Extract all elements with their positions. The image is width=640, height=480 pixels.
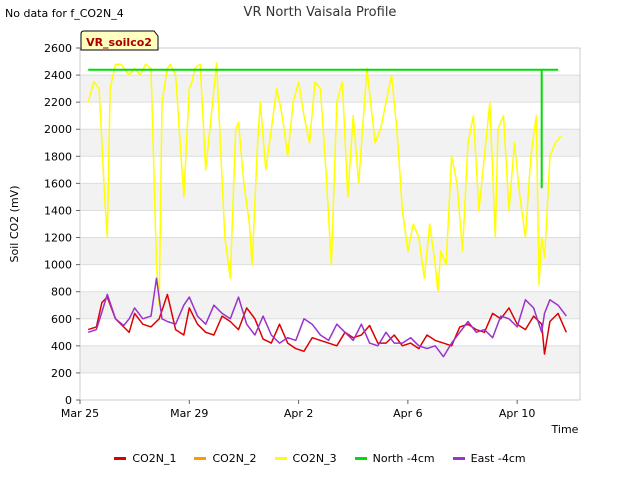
- legend-item: CO2N_2: [194, 452, 257, 465]
- y-axis-label: Soil CO2 (mV): [8, 186, 21, 263]
- legend-label: North -4cm: [372, 452, 435, 465]
- y-axis: 0 200 400 600 800 1000 1200 1400 1600 1800 2000 220…: [44, 42, 80, 407]
- y-tick-label: 2000: [44, 123, 72, 136]
- legend-item: CO2N_3: [274, 452, 337, 465]
- y-tick-label: 1800: [44, 150, 72, 163]
- grid-band: [80, 291, 580, 319]
- y-tick-label: 1600: [44, 177, 72, 190]
- y-tick-label: 200: [51, 367, 72, 380]
- x-tick-label: Apr 2: [284, 407, 314, 420]
- y-tick-label: 0: [65, 394, 72, 407]
- x-tick-label: Apr 6: [393, 407, 423, 420]
- legend-swatch: [354, 457, 367, 460]
- y-tick-label: 2200: [44, 96, 72, 109]
- y-tick-label: 1000: [44, 259, 72, 272]
- y-tick-label: 1400: [44, 204, 72, 217]
- legend-swatch: [114, 457, 127, 460]
- chart-title: VR North Vaisala Profile: [244, 5, 397, 20]
- legend-label: CO2N_3: [292, 452, 337, 465]
- legend-label: CO2N_1: [132, 452, 177, 465]
- y-tick-label: 400: [51, 340, 72, 353]
- legend-swatch: [194, 457, 207, 460]
- series-line-north-4cm: [88, 68, 559, 189]
- y-tick-label: 800: [51, 286, 72, 299]
- legend-item: East -4cm: [452, 452, 526, 465]
- series-line-co2n-3: [87, 62, 562, 306]
- grid-band: [80, 345, 580, 373]
- plot-frame: [79, 47, 581, 401]
- legend-swatch: [452, 457, 465, 460]
- y-tick-label: 2600: [44, 42, 72, 55]
- x-tick-label: Mar 29: [170, 407, 208, 420]
- legend-label: CO2N_2: [212, 452, 257, 465]
- y-tick-label: 1200: [44, 232, 72, 245]
- grid-band: [80, 75, 580, 103]
- legend: CO2N_1 CO2N_2 CO2N_3 North -4cm East -4cm: [0, 452, 640, 465]
- legend-item: North -4cm: [354, 452, 435, 465]
- site-label: VR_soilco2: [86, 36, 152, 49]
- x-axis: Mar 25 Mar 29 Apr 2 Apr 6 Apr 10: [61, 400, 536, 420]
- no-data-note: No data for f_CO2N_4: [5, 7, 124, 20]
- y-tick-label: 600: [51, 313, 72, 326]
- series-lines: [87, 62, 567, 358]
- series-line-east-4cm: [87, 277, 567, 358]
- legend-swatch: [274, 457, 287, 460]
- y-tick-label: 2400: [44, 69, 72, 82]
- x-tick-label: Apr 10: [499, 407, 536, 420]
- series-line-co2n-1: [87, 293, 567, 355]
- site-label-box: VR_soilco2: [80, 30, 159, 51]
- grid-band: [80, 129, 580, 157]
- legend-label: East -4cm: [470, 452, 526, 465]
- x-tick-label: Mar 25: [61, 407, 99, 420]
- legend-item: CO2N_1: [114, 452, 176, 465]
- x-axis-label: Time: [551, 423, 579, 436]
